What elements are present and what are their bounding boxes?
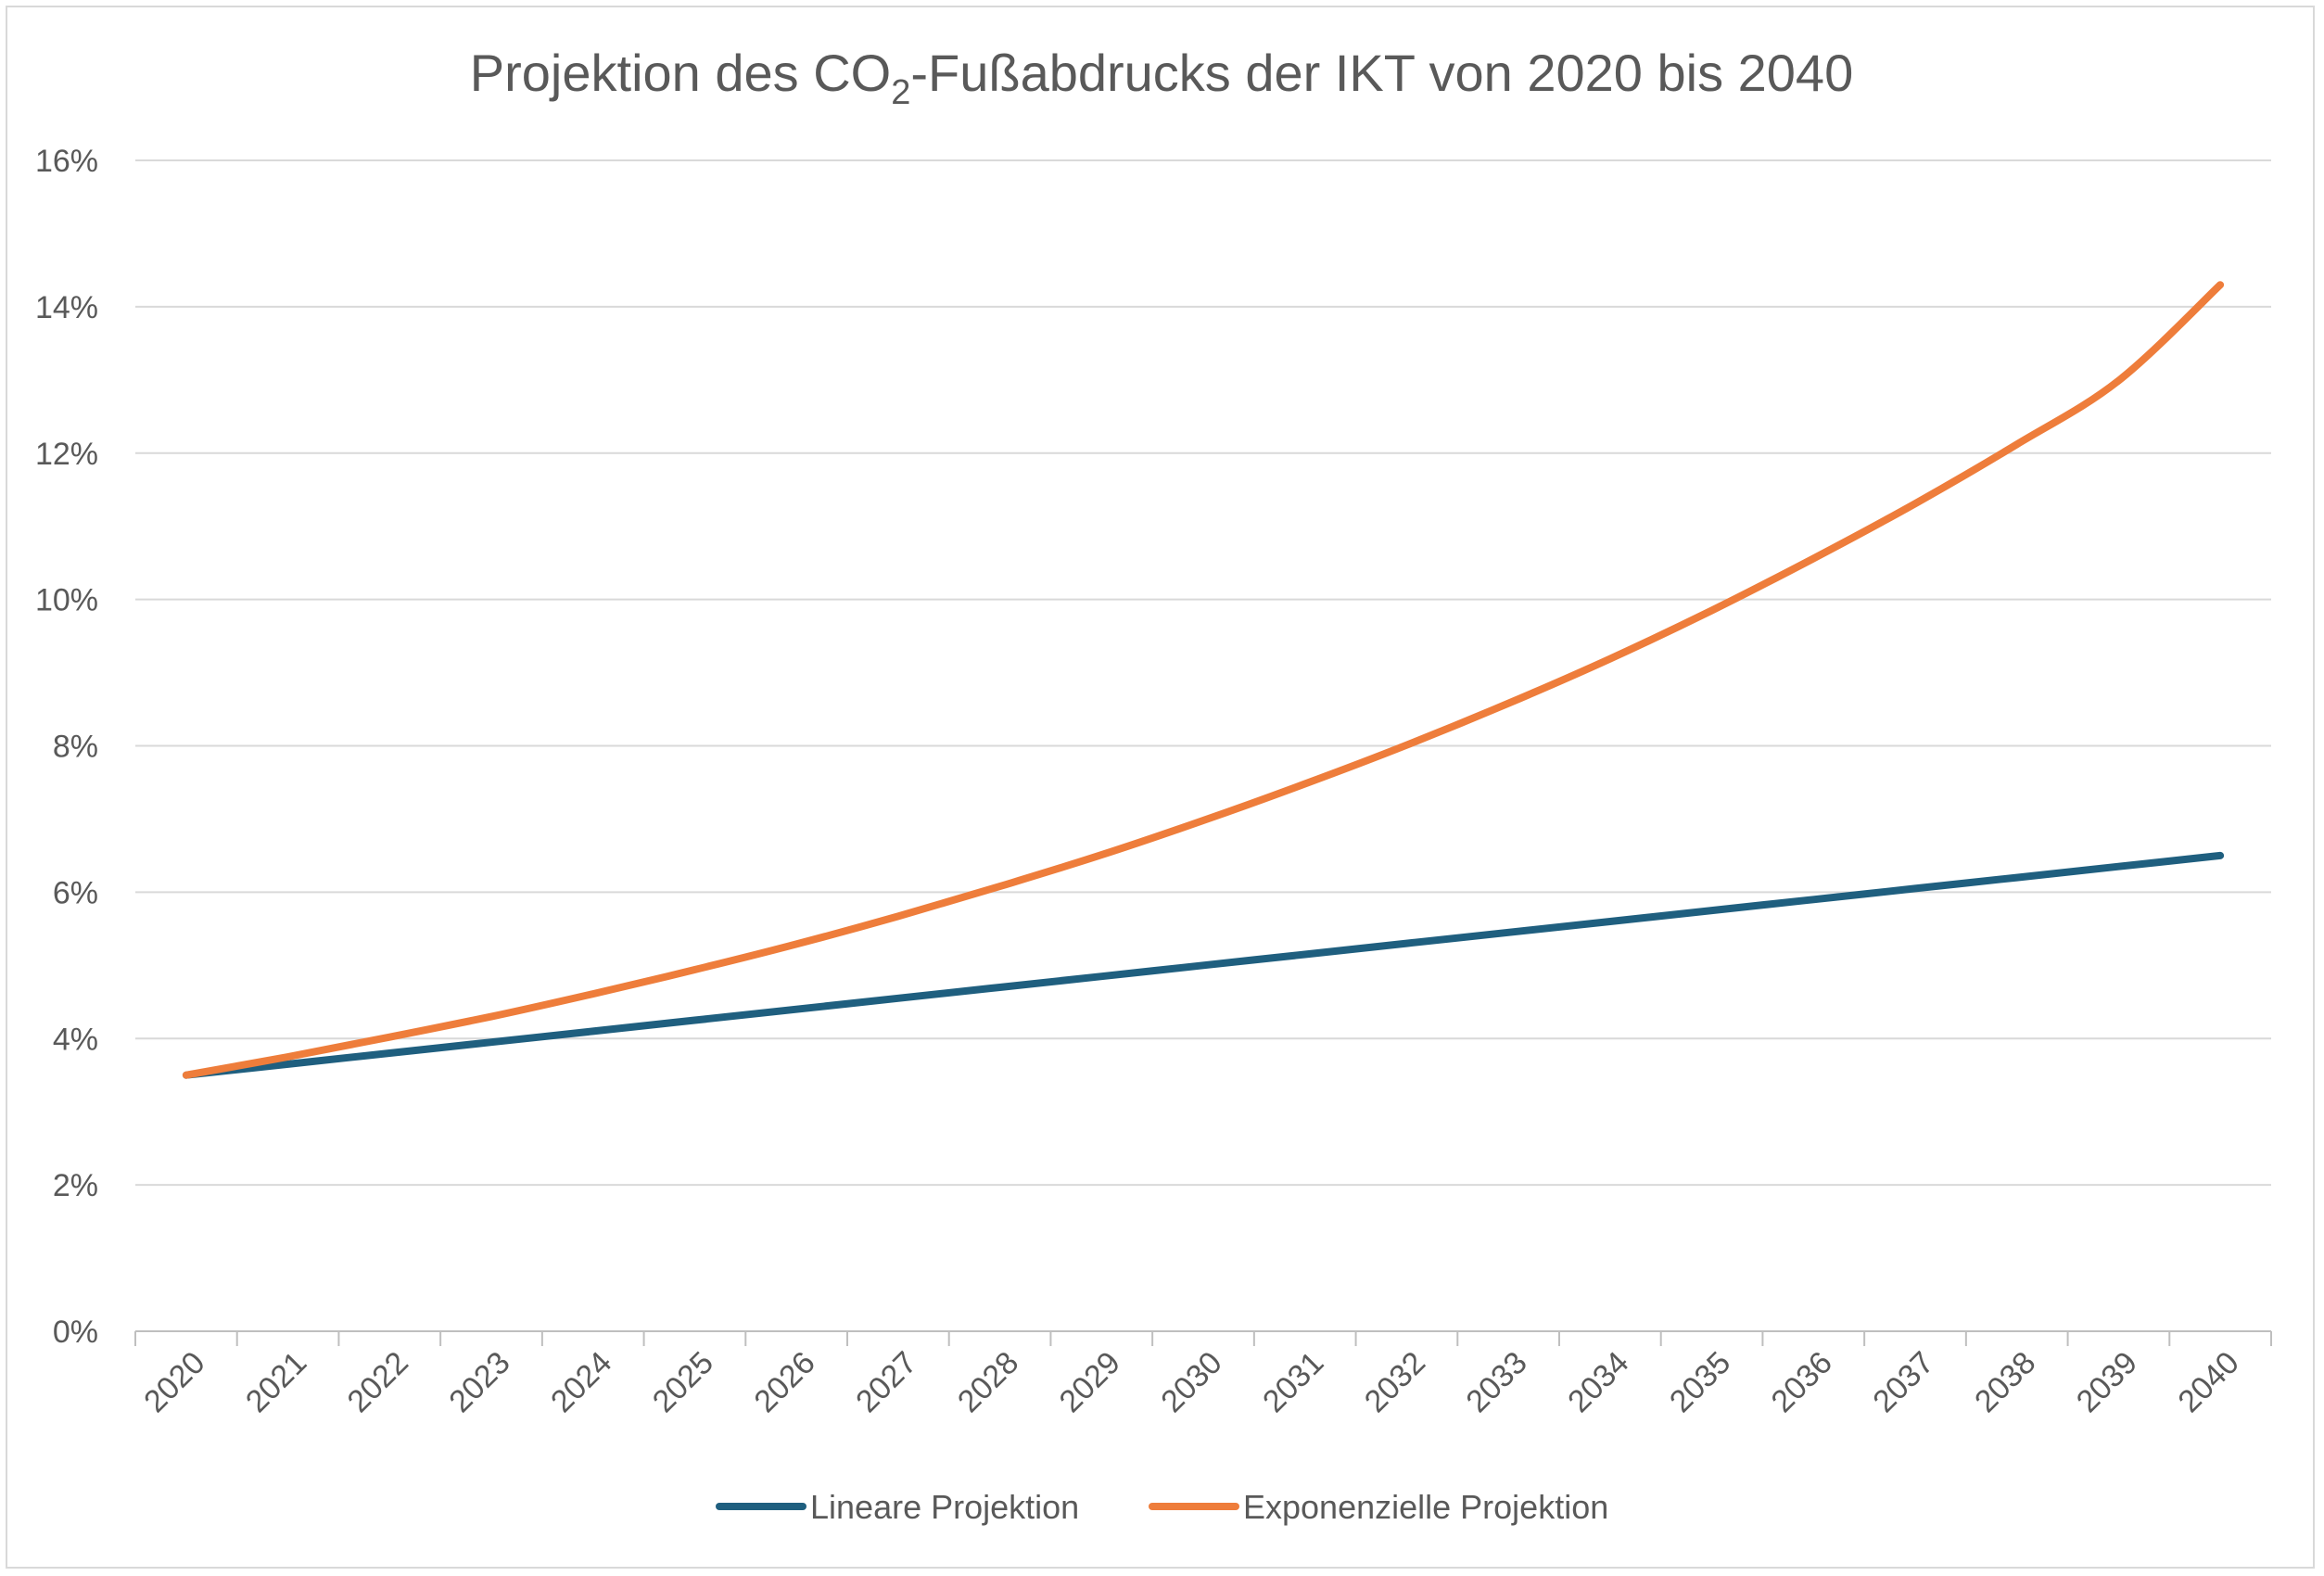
- x-tick-label: 2032: [1358, 1345, 1432, 1419]
- x-tick-label: 2023: [442, 1345, 516, 1419]
- x-tick-label: 2039: [2070, 1345, 2144, 1419]
- x-tick-label: 2036: [1765, 1345, 1839, 1419]
- x-tick-label: 2029: [1053, 1345, 1127, 1419]
- chart-title-subscript: 2: [891, 73, 910, 112]
- x-tick-label: 2020: [137, 1345, 211, 1419]
- x-tick-label: 2033: [1459, 1345, 1533, 1419]
- y-tick-label: 12%: [35, 437, 98, 472]
- x-tick-label: 2024: [544, 1345, 618, 1419]
- x-tick-label: 2026: [747, 1345, 821, 1419]
- series-line: [182, 281, 2225, 1079]
- y-tick-label: 14%: [35, 290, 98, 325]
- series-lines: [182, 281, 2225, 1079]
- chart-title: Projektion des CO2-Fußabdrucks der IKT v…: [470, 44, 1853, 112]
- y-tick-label: 2%: [53, 1168, 98, 1203]
- y-tick-label: 0%: [53, 1315, 98, 1350]
- x-tick-label: 2031: [1256, 1345, 1330, 1419]
- y-tick-label: 4%: [53, 1022, 98, 1057]
- x-tick-label: 2028: [951, 1345, 1025, 1419]
- x-tick-label: 2040: [2171, 1345, 2245, 1419]
- y-tick-label: 8%: [53, 730, 98, 765]
- chart-title-suffix: -Fußabdrucks der IKT von 2020 bis 2040: [910, 44, 1853, 102]
- x-tick-label: 2030: [1154, 1345, 1228, 1419]
- x-tick-label: 2025: [646, 1345, 720, 1419]
- legend-label: Lineare Projektion: [810, 1488, 1079, 1526]
- x-tick-label: 2037: [1866, 1345, 1940, 1419]
- series-line: [182, 851, 2225, 1079]
- x-tick-label: 2021: [239, 1345, 313, 1419]
- x-tick-label: 2034: [1561, 1345, 1635, 1419]
- x-axis-tick-labels: 2020 2021 2022 2023 2024 2025 2026 2027 2028 2029…: [137, 1345, 2246, 1419]
- x-tick-label: 2027: [849, 1345, 923, 1419]
- y-axis-tick-labels: 0% 2% 4% 6% 8% 10% 12% 14% 16%: [35, 144, 98, 1350]
- y-tick-label: 16%: [35, 144, 98, 179]
- legend: Lineare Projektion Exponenzielle Projekti…: [716, 1488, 1608, 1526]
- x-tick-label: 2035: [1663, 1345, 1737, 1419]
- y-tick-label: 6%: [53, 875, 98, 910]
- x-tick-label: 2038: [1968, 1345, 2042, 1419]
- chart-frame: [6, 6, 2315, 1569]
- grid: [135, 159, 2271, 1187]
- chart-title-prefix: Projektion des CO: [470, 44, 891, 102]
- x-axis: [134, 1330, 2272, 1346]
- legend-label: Exponenzielle Projektion: [1243, 1488, 1608, 1526]
- x-tick-label: 2022: [341, 1345, 415, 1419]
- y-tick-label: 10%: [35, 583, 98, 618]
